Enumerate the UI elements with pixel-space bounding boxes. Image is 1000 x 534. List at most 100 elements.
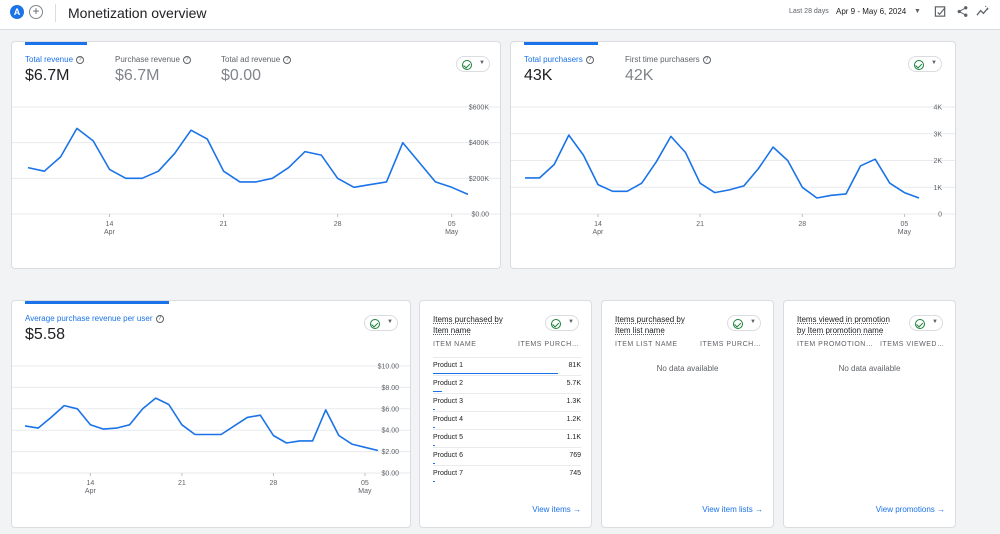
data-point[interactable] xyxy=(712,190,718,196)
data-point[interactable] xyxy=(179,422,185,428)
data-point[interactable] xyxy=(237,179,243,185)
data-point[interactable] xyxy=(901,190,907,196)
account-avatar[interactable]: A xyxy=(10,5,24,19)
data-point[interactable] xyxy=(432,179,438,185)
share-icon[interactable] xyxy=(956,5,969,18)
data-point[interactable] xyxy=(74,125,80,131)
table-row[interactable]: Product 1 81K xyxy=(433,357,581,375)
data-point[interactable] xyxy=(351,184,357,190)
data-point[interactable] xyxy=(90,138,96,144)
data-point[interactable] xyxy=(537,175,543,181)
data-point[interactable] xyxy=(22,423,28,429)
data-point[interactable] xyxy=(205,431,211,437)
data-point[interactable] xyxy=(741,183,747,189)
data-point[interactable] xyxy=(416,159,422,165)
data-point[interactable] xyxy=(755,166,761,172)
data-point[interactable] xyxy=(668,133,674,139)
data-point[interactable] xyxy=(166,402,172,408)
data-point[interactable] xyxy=(624,188,630,194)
data-point[interactable] xyxy=(814,195,820,201)
metric-tab-first-time-purchasers[interactable]: First time purchasers? xyxy=(625,55,711,64)
data-point[interactable] xyxy=(106,166,112,172)
data-point[interactable] xyxy=(551,162,557,168)
data-point[interactable] xyxy=(799,184,805,190)
column-header-items-purchased[interactable]: ITEMS PURCHA... xyxy=(518,341,581,348)
data-point[interactable] xyxy=(74,406,80,412)
data-point[interactable] xyxy=(25,165,31,171)
help-icon[interactable]: ? xyxy=(182,56,191,64)
series-line[interactable] xyxy=(24,397,379,452)
data-point[interactable] xyxy=(580,152,586,158)
data-point[interactable] xyxy=(349,441,355,447)
data-point[interactable] xyxy=(465,191,471,197)
date-range-selector[interactable]: Apr 9 - May 6, 2024 xyxy=(836,7,907,16)
view-item-lists-link[interactable]: View item lists → xyxy=(702,505,763,514)
data-point[interactable] xyxy=(400,140,406,146)
data-point[interactable] xyxy=(367,182,373,188)
data-point[interactable] xyxy=(566,132,572,138)
data-point[interactable] xyxy=(887,180,893,186)
series-line[interactable] xyxy=(525,134,920,199)
data-point[interactable] xyxy=(192,431,198,437)
view-items-link[interactable]: View items → xyxy=(532,505,581,514)
help-icon[interactable]: ? xyxy=(585,56,594,64)
data-point[interactable] xyxy=(843,191,849,197)
data-point[interactable] xyxy=(58,154,64,160)
insights-icon[interactable] xyxy=(976,5,989,18)
data-point[interactable] xyxy=(155,168,161,174)
data-point[interactable] xyxy=(310,438,316,444)
data-point[interactable] xyxy=(726,187,732,193)
status-dropdown[interactable]: ▼ xyxy=(727,315,761,331)
data-point[interactable] xyxy=(139,175,145,181)
data-point[interactable] xyxy=(828,192,834,198)
table-row[interactable]: Product 7 745 xyxy=(433,465,581,483)
data-point[interactable] xyxy=(297,438,303,444)
status-dropdown[interactable]: ▼ xyxy=(456,56,490,72)
data-point[interactable] xyxy=(375,448,381,454)
data-point[interactable] xyxy=(858,163,864,169)
table-row[interactable]: Product 4 1.2K xyxy=(433,411,581,429)
column-header-item-promotion-name[interactable]: ITEM PROMOTION ... xyxy=(797,341,875,348)
data-point[interactable] xyxy=(302,149,308,155)
data-point[interactable] xyxy=(123,175,129,181)
data-point[interactable] xyxy=(253,179,259,185)
data-point[interactable] xyxy=(335,175,341,181)
help-icon[interactable]: ? xyxy=(702,56,711,64)
column-header-item-list-name[interactable]: ITEM LIST NAME xyxy=(615,341,678,348)
data-point[interactable] xyxy=(87,422,93,428)
data-point[interactable] xyxy=(362,444,368,450)
table-row[interactable]: Product 2 5.7K xyxy=(433,375,581,393)
data-point[interactable] xyxy=(257,412,263,418)
series-line[interactable] xyxy=(27,127,469,196)
table-row[interactable]: Product 6 769 xyxy=(433,447,581,465)
data-point[interactable] xyxy=(770,144,776,150)
data-point[interactable] xyxy=(697,180,703,186)
data-point[interactable] xyxy=(61,403,67,409)
metric-tab-purchase-revenue[interactable]: Purchase revenue? xyxy=(115,55,191,64)
data-point[interactable] xyxy=(221,168,227,174)
column-header-items-purchased[interactable]: ITEMS PURCHA... xyxy=(700,341,763,348)
data-point[interactable] xyxy=(384,179,390,185)
data-point[interactable] xyxy=(140,406,146,412)
data-point[interactable] xyxy=(218,431,224,437)
data-point[interactable] xyxy=(204,136,210,142)
table-row[interactable]: Product 5 1.1K xyxy=(433,429,581,447)
data-point[interactable] xyxy=(683,149,689,155)
data-point[interactable] xyxy=(286,165,292,171)
data-point[interactable] xyxy=(153,395,159,401)
data-point[interactable] xyxy=(872,156,878,162)
status-dropdown[interactable]: ▼ xyxy=(364,315,398,331)
status-dropdown[interactable]: ▼ xyxy=(908,56,942,72)
data-point[interactable] xyxy=(639,180,645,186)
data-point[interactable] xyxy=(270,433,276,439)
plus-icon[interactable]: + xyxy=(29,5,43,19)
table-row[interactable]: Product 3 1.3K xyxy=(433,393,581,411)
data-point[interactable] xyxy=(100,426,106,432)
data-point[interactable] xyxy=(785,158,791,164)
data-point[interactable] xyxy=(127,422,133,428)
status-dropdown[interactable]: ▼ xyxy=(909,315,943,331)
help-icon[interactable]: ? xyxy=(155,315,164,323)
data-point[interactable] xyxy=(188,127,194,133)
data-point[interactable] xyxy=(595,182,601,188)
data-point[interactable] xyxy=(244,414,250,420)
